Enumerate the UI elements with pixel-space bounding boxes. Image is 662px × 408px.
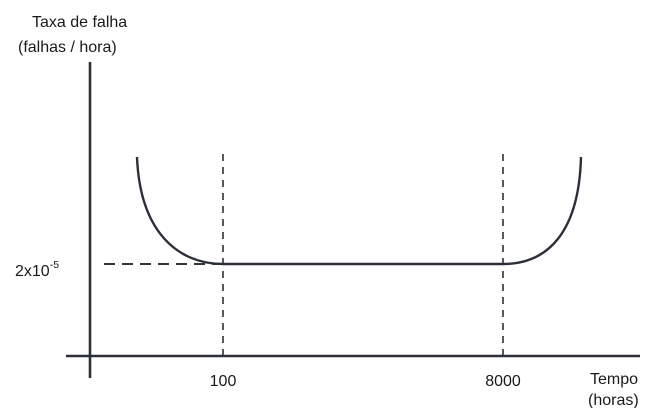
y-axis-title-line-2: (falhas / hora) [18, 39, 117, 56]
x-tick-label-8000: 8000 [485, 373, 521, 390]
y-axis-title-line-1: Taxa de falha [32, 14, 127, 31]
x-axis-title-line-1: Tempo [590, 371, 638, 388]
y-tick-exponent: -5 [50, 259, 59, 271]
bathtub-curve-line [135, 156, 583, 266]
y-tick-base: 2x10 [15, 263, 50, 280]
x-tick-label-100: 100 [210, 373, 237, 390]
y-tick-label: 2x10-5 [15, 259, 59, 280]
x-axis-title-line-2: (horas) [588, 392, 639, 408]
